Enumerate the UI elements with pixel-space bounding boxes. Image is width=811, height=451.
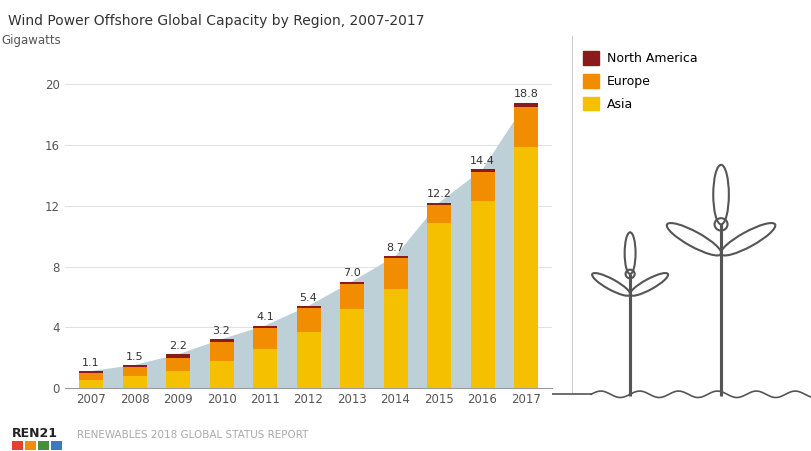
Text: 18.8: 18.8: [513, 89, 538, 99]
Bar: [253, 328, 277, 349]
Text: 12.2: 12.2: [426, 189, 451, 199]
Bar: [166, 358, 190, 371]
Text: 4.1: 4.1: [255, 313, 273, 322]
Text: REN21: REN21: [12, 427, 58, 440]
Bar: [209, 339, 234, 341]
Bar: [340, 284, 363, 309]
Bar: [470, 172, 494, 201]
Text: 14.4: 14.4: [470, 156, 495, 166]
Bar: [79, 380, 103, 388]
Bar: [122, 377, 146, 388]
Text: 1.5: 1.5: [126, 352, 144, 362]
Bar: [513, 103, 538, 107]
Text: 5.4: 5.4: [299, 293, 317, 303]
Legend: North America, Europe, Asia: North America, Europe, Asia: [582, 51, 697, 111]
Bar: [209, 360, 234, 388]
Bar: [470, 170, 494, 172]
Bar: [79, 373, 103, 380]
Bar: [513, 147, 538, 388]
Bar: [253, 326, 277, 328]
Bar: [122, 367, 146, 377]
Text: 1.1: 1.1: [82, 358, 100, 368]
Bar: [253, 349, 277, 388]
Bar: [340, 282, 363, 284]
Text: 8.7: 8.7: [386, 243, 404, 253]
Bar: [296, 308, 320, 332]
Text: Wind Power Offshore Global Capacity by Region, 2007-2017: Wind Power Offshore Global Capacity by R…: [8, 14, 424, 28]
Bar: [296, 332, 320, 388]
Bar: [296, 306, 320, 308]
Bar: [383, 256, 407, 258]
Bar: [383, 258, 407, 289]
Bar: [427, 222, 450, 388]
Text: 7.0: 7.0: [343, 268, 361, 278]
Bar: [122, 365, 146, 367]
Bar: [513, 107, 538, 147]
Bar: [79, 371, 103, 373]
Bar: [383, 289, 407, 388]
Text: Gigawatts: Gigawatts: [2, 34, 62, 47]
Bar: [340, 309, 363, 388]
Bar: [427, 205, 450, 222]
Bar: [427, 203, 450, 205]
Text: 3.2: 3.2: [212, 326, 230, 336]
Bar: [166, 354, 190, 358]
Bar: [470, 201, 494, 388]
Text: 2.2: 2.2: [169, 341, 187, 351]
Bar: [209, 341, 234, 360]
Text: RENEWABLES 2018 GLOBAL STATUS REPORT: RENEWABLES 2018 GLOBAL STATUS REPORT: [77, 430, 308, 440]
Bar: [166, 371, 190, 388]
